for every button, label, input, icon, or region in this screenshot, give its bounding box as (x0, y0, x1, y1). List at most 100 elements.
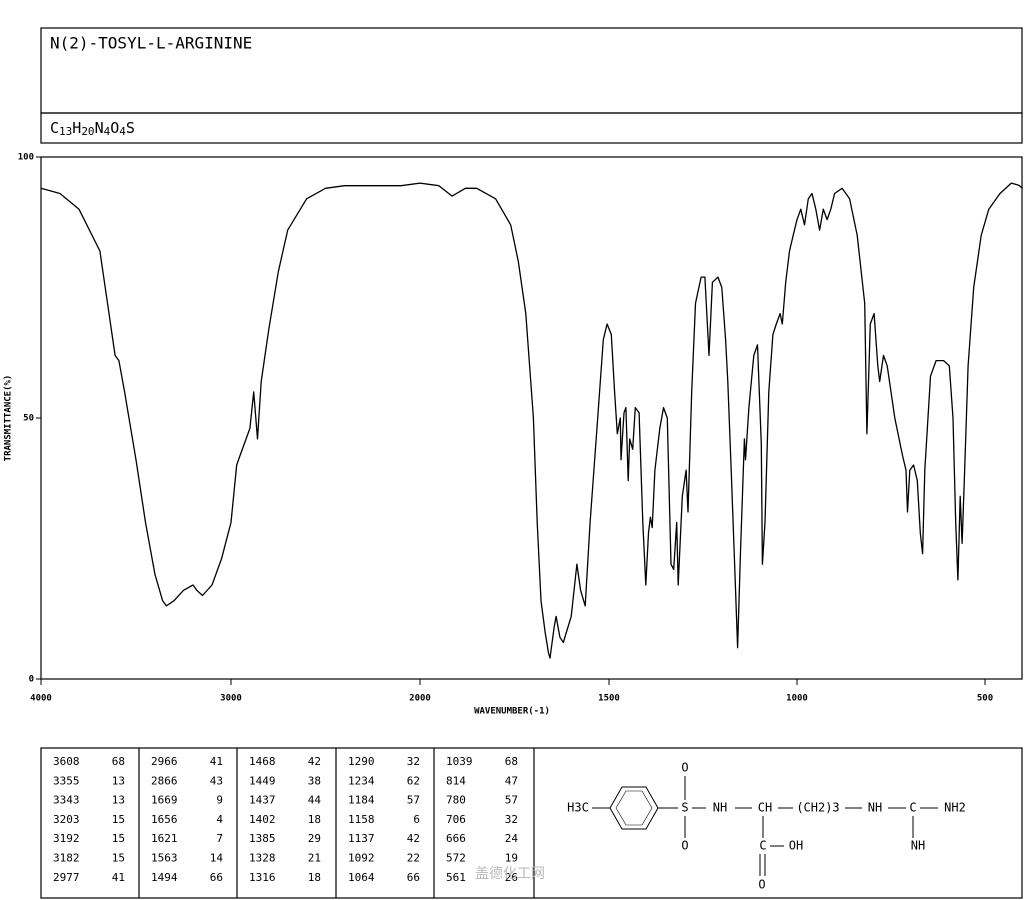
peak-wavenumber: 1494 (151, 871, 178, 884)
formula-element: H (72, 119, 81, 137)
y-tick-label: 0 (29, 675, 34, 685)
structure-label: NH (911, 839, 925, 853)
peak-wavenumber: 3608 (53, 755, 80, 768)
peak-wavenumber: 1563 (151, 852, 178, 865)
peak-wavenumber: 1656 (151, 813, 178, 826)
structure-label: O (681, 839, 688, 853)
peak-transmittance: 57 (505, 794, 518, 807)
peak-wavenumber: 1437 (249, 794, 276, 807)
peak-wavenumber: 1621 (151, 832, 178, 845)
structure-label: O (758, 878, 765, 892)
y-tick-label: 100 (18, 153, 34, 163)
peak-transmittance: 41 (112, 871, 125, 884)
structure-label: NH (713, 801, 727, 815)
peak-wavenumber: 1234 (348, 774, 375, 787)
peak-transmittance: 26 (505, 871, 518, 884)
structure-label: C (909, 801, 916, 815)
formula-subscript: 20 (81, 125, 94, 138)
peak-wavenumber: 1039 (446, 755, 473, 768)
peak-transmittance: 13 (112, 794, 125, 807)
peak-wavenumber: 1184 (348, 794, 375, 807)
x-tick-label: 1500 (598, 694, 620, 704)
x-tick-label: 500 (977, 694, 993, 704)
peak-wavenumber: 561 (446, 871, 466, 884)
peak-transmittance: 15 (112, 852, 125, 865)
peak-wavenumber: 1385 (249, 832, 276, 845)
watermark: 盖德化工网 (475, 866, 545, 882)
peak-transmittance: 22 (407, 852, 420, 865)
peak-transmittance: 68 (505, 755, 518, 768)
peak-transmittance: 38 (308, 774, 321, 787)
peak-transmittance: 42 (407, 832, 420, 845)
peak-wavenumber: 3192 (53, 832, 80, 845)
peak-wavenumber: 706 (446, 813, 466, 826)
peak-wavenumber: 666 (446, 832, 466, 845)
peak-transmittance: 14 (210, 852, 224, 865)
peak-transmittance: 4 (216, 813, 223, 826)
peak-wavenumber: 1137 (348, 832, 375, 845)
structure-label: OH (789, 839, 803, 853)
spectrum-line (40, 182, 1024, 659)
peak-transmittance: 41 (210, 755, 223, 768)
peak-wavenumber: 1328 (249, 852, 276, 865)
peak-wavenumber: 3182 (53, 852, 80, 865)
peak-wavenumber: 1290 (348, 755, 375, 768)
formula: C13H20N4O4S (50, 119, 135, 139)
info-box (40, 747, 1023, 899)
peak-transmittance: 18 (308, 871, 321, 884)
formula-box (40, 112, 1023, 144)
peak-wavenumber: 2866 (151, 774, 178, 787)
peak-wavenumber: 1316 (249, 871, 276, 884)
peak-wavenumber: 1092 (348, 852, 375, 865)
formula-element: O (110, 119, 119, 137)
peak-transmittance: 7 (216, 832, 223, 845)
y-axis-label: TRANSMITTANCE(%) (4, 375, 14, 462)
structure-label: C (759, 839, 766, 853)
x-axis-label: WAVENUMBER(-1) (474, 707, 550, 717)
formula-element: C (50, 119, 59, 137)
x-tick-label: 3000 (220, 694, 242, 704)
structure-label: H3C (567, 801, 589, 815)
peak-transmittance: 9 (216, 794, 223, 807)
peak-transmittance: 32 (505, 813, 518, 826)
plot-frame (40, 156, 1023, 680)
structure-label: NH (868, 801, 882, 815)
peak-wavenumber: 1468 (249, 755, 276, 768)
peak-wavenumber: 1158 (348, 813, 375, 826)
benzene-ring (609, 786, 659, 830)
structure-drawing (592, 776, 938, 876)
structure-label: (CH2)3 (796, 801, 839, 815)
formula-subscript: 4 (104, 125, 111, 138)
peak-transmittance: 62 (407, 774, 420, 787)
peak-transmittance: 47 (505, 774, 518, 787)
structure-label: S (681, 801, 688, 815)
benzene-inner (615, 790, 653, 826)
peak-wavenumber: 1064 (348, 871, 375, 884)
x-tick-label: 2000 (409, 694, 431, 704)
peak-wavenumber: 3355 (53, 774, 80, 787)
peak-wavenumber: 814 (446, 774, 466, 787)
peak-wavenumber: 780 (446, 794, 466, 807)
peak-transmittance: 13 (112, 774, 125, 787)
peak-wavenumber: 2966 (151, 755, 178, 768)
peak-transmittance: 18 (308, 813, 321, 826)
peak-transmittance: 66 (210, 871, 223, 884)
formula-subscript: 13 (59, 125, 72, 138)
peak-wavenumber: 3343 (53, 794, 80, 807)
peak-wavenumber: 1449 (249, 774, 276, 787)
peak-wavenumber: 572 (446, 852, 466, 865)
peak-transmittance: 29 (308, 832, 321, 845)
peak-transmittance: 43 (210, 774, 223, 787)
peak-transmittance: 6 (413, 813, 420, 826)
peak-transmittance: 24 (505, 832, 519, 845)
structure-label: CH (758, 801, 772, 815)
peak-transmittance: 15 (112, 813, 125, 826)
x-tick-label: 4000 (30, 694, 52, 704)
peak-transmittance: 44 (308, 794, 322, 807)
peak-transmittance: 66 (407, 871, 420, 884)
peak-wavenumber: 1669 (151, 794, 178, 807)
structure-label: NH2 (944, 801, 966, 815)
formula-element: N (95, 119, 104, 137)
peak-wavenumber: 2977 (53, 871, 80, 884)
